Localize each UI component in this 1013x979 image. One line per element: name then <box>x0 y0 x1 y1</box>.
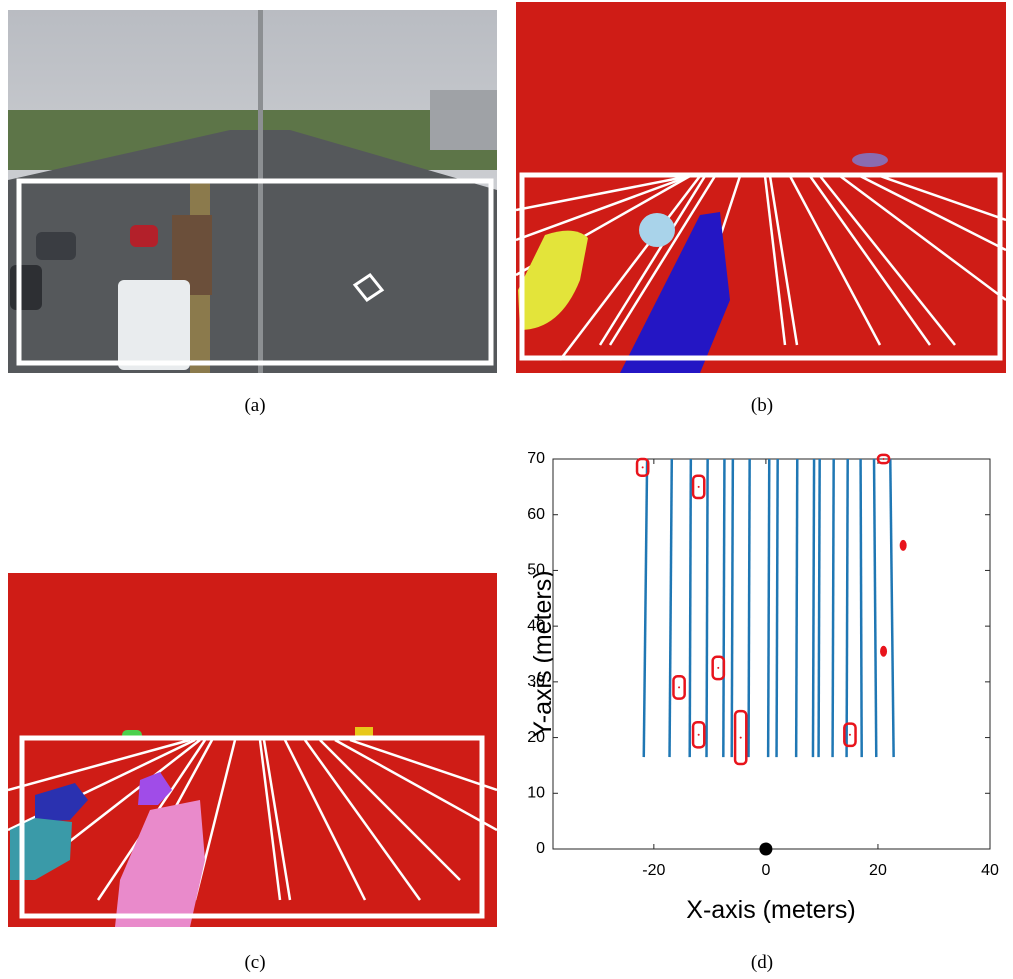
page: (a) (b) (c) (d) X-axis (meters) Y-axis (… <box>0 0 1013 979</box>
photo-panel <box>8 10 497 373</box>
lane-line <box>777 459 778 757</box>
caption: (a) <box>244 395 265 416</box>
caption: (b) <box>751 395 773 416</box>
x-tick-label: 0 <box>761 862 770 879</box>
y-tick-label: 50 <box>527 562 545 579</box>
x-axis-label: X-axis (meters) <box>686 896 855 924</box>
vehicle-center <box>849 734 851 736</box>
y-tick-label: 40 <box>527 617 545 634</box>
y-tick-label: 60 <box>527 506 545 523</box>
lane-line <box>861 459 862 757</box>
lane-line <box>819 459 820 757</box>
lane-line <box>707 459 708 757</box>
y-tick-label: 10 <box>527 785 545 802</box>
lane-line <box>732 459 733 757</box>
x-tick-label: 40 <box>981 862 999 879</box>
y-tick-label: 20 <box>527 729 545 746</box>
lane-line <box>749 459 750 757</box>
y-tick-label: 0 <box>536 840 545 857</box>
detection-point <box>880 646 887 657</box>
vehicle-center <box>698 486 700 488</box>
vehicle-center <box>678 686 680 688</box>
lane-line <box>723 459 724 757</box>
origin-point <box>759 843 772 856</box>
lane-line <box>813 459 814 757</box>
lane-line <box>768 459 769 757</box>
lane-line <box>796 459 797 757</box>
plot-frame <box>553 459 990 849</box>
vehicle-center <box>740 737 742 739</box>
segmentation-panel <box>8 573 497 927</box>
lane-line <box>833 459 834 757</box>
y-tick-label: 30 <box>527 673 545 690</box>
lane-line <box>847 459 848 757</box>
x-tick-label: 20 <box>869 862 887 879</box>
vehicle-center <box>883 458 885 460</box>
caption: (c) <box>244 952 265 973</box>
vehicle-center <box>717 667 719 669</box>
x-tick-label: -20 <box>642 862 665 879</box>
vehicle-center <box>698 734 700 736</box>
y-tick-label: 70 <box>527 450 545 467</box>
caption: (d) <box>751 952 773 973</box>
lane-line <box>690 459 691 757</box>
detection-point <box>900 540 907 551</box>
segmentation-panel <box>516 2 1006 373</box>
vehicle-center <box>642 466 644 468</box>
figure: (a) (b) (c) (d) X-axis (meters) Y-axis (… <box>0 0 1013 979</box>
